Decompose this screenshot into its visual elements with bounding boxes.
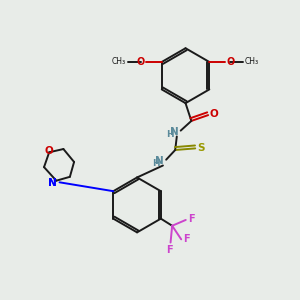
Text: O: O [137,57,145,67]
Text: H: H [167,130,174,139]
Text: H: H [152,159,160,168]
Text: N: N [48,178,57,188]
Text: O: O [210,110,218,119]
Text: CH₃: CH₃ [245,57,259,66]
Text: S: S [197,143,205,153]
Text: F: F [167,245,173,255]
Text: F: F [183,234,190,244]
Text: N: N [155,156,164,166]
Text: CH₃: CH₃ [112,57,126,66]
Text: N: N [48,178,57,188]
Text: O: O [226,57,234,67]
Text: N: N [170,127,179,137]
Text: O: O [44,146,53,156]
Text: F: F [188,214,194,224]
